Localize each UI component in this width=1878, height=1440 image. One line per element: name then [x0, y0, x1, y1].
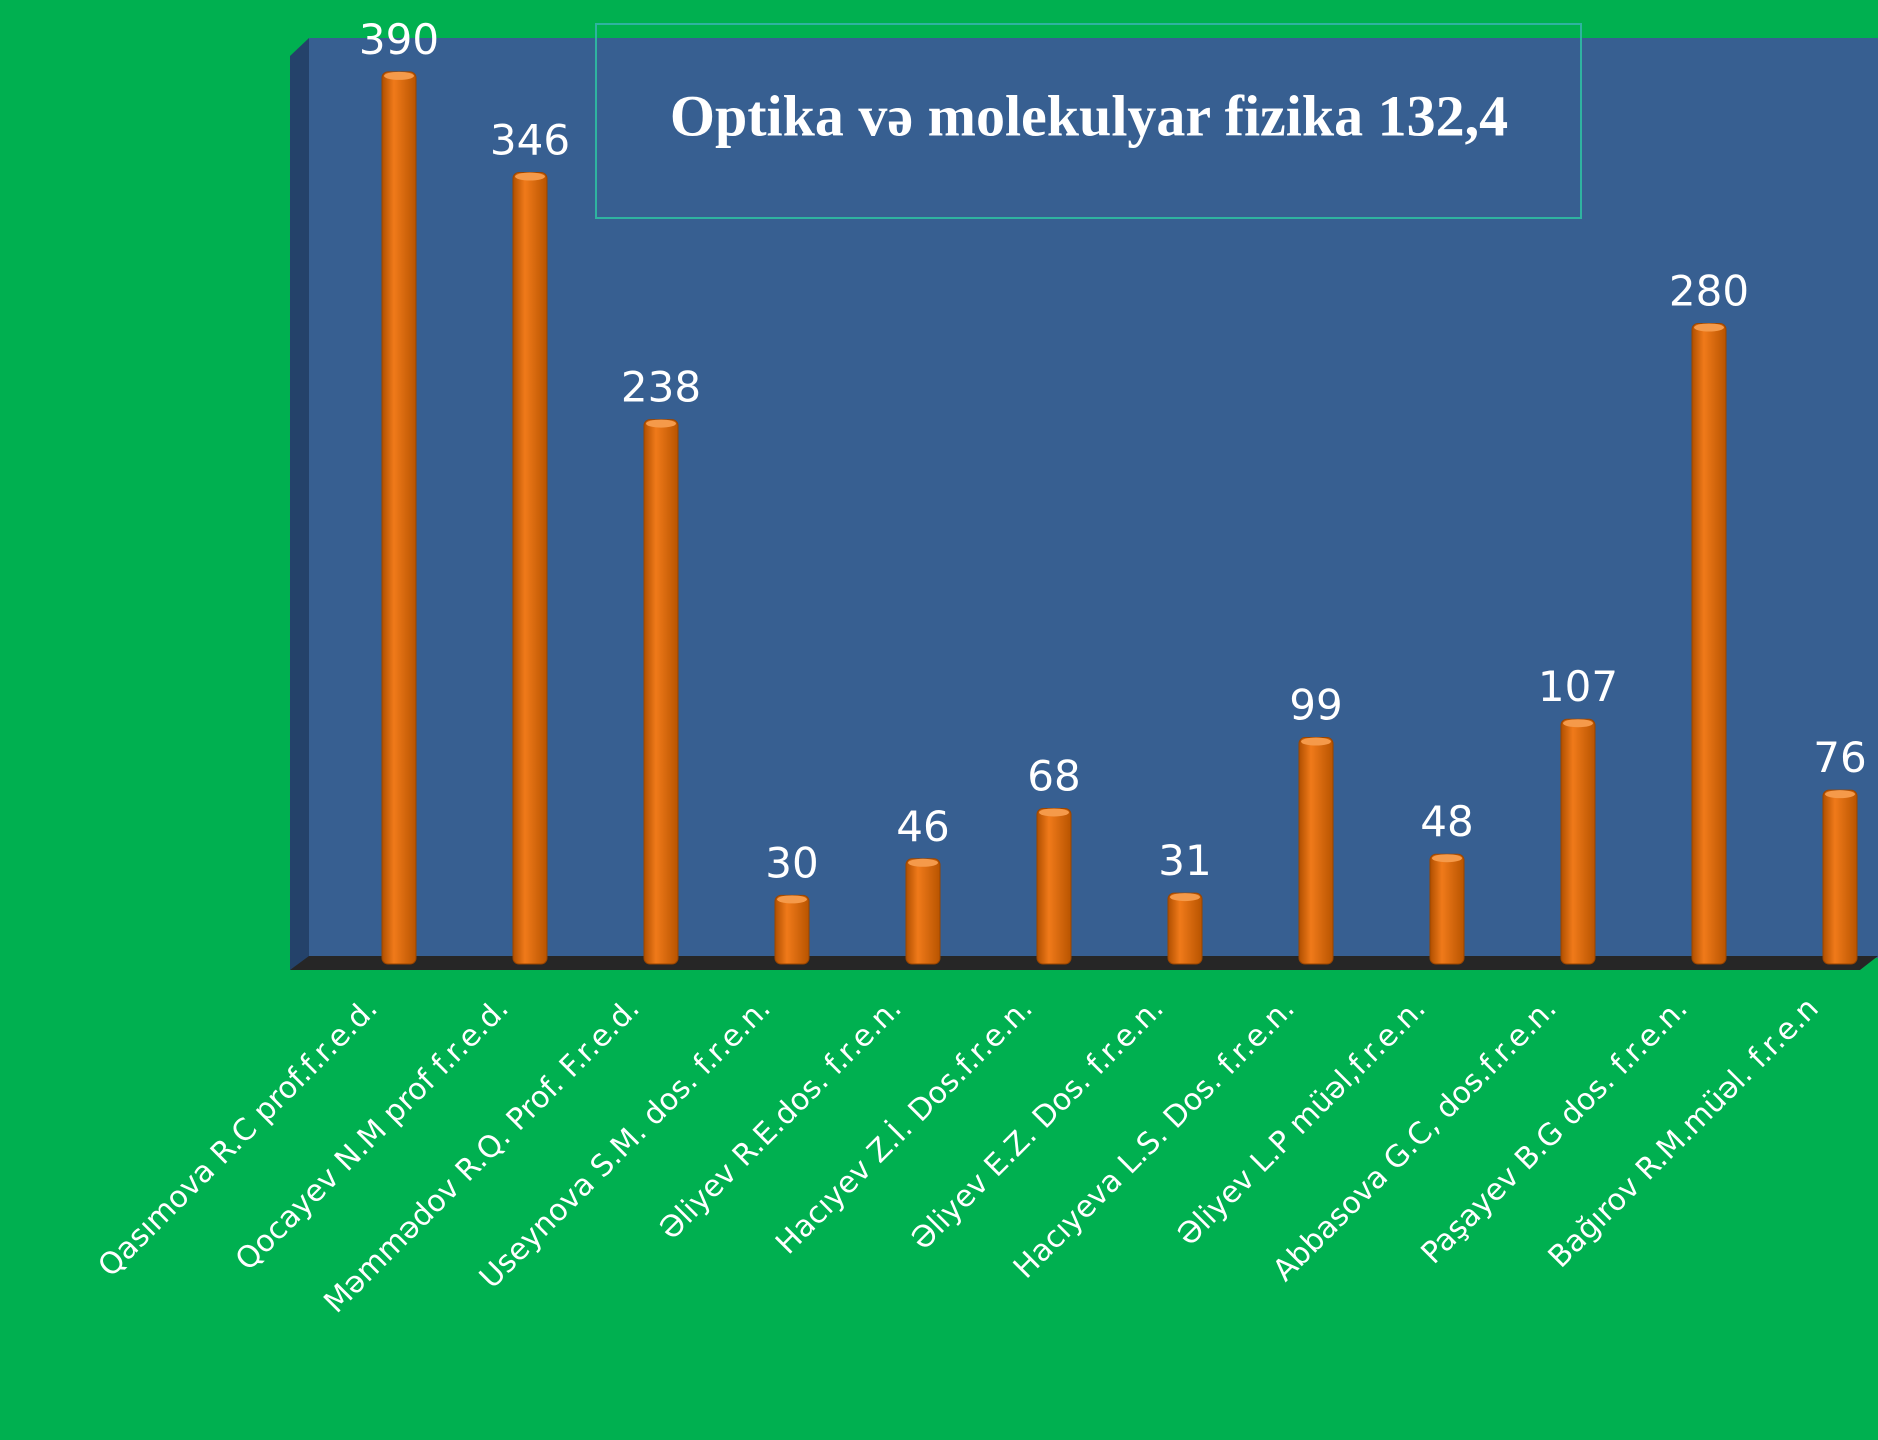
value-label: 346 [490, 116, 570, 165]
bar [1691, 323, 1727, 965]
value-label: 280 [1669, 267, 1749, 316]
value-label: 31 [1158, 836, 1211, 885]
bar [512, 172, 548, 965]
floor [290, 956, 1878, 970]
value-label: 99 [1289, 681, 1342, 730]
bar-top [384, 71, 414, 80]
bar [381, 71, 417, 965]
bar-top [1694, 323, 1724, 332]
value-label: 238 [621, 363, 701, 412]
value-label: 30 [765, 838, 818, 887]
value-label: 48 [1420, 797, 1473, 846]
value-label: 390 [359, 15, 439, 64]
bar-top [1301, 737, 1331, 746]
chart-title: Optika və molekulyar fizika 132,4 [670, 83, 1508, 148]
bar [1429, 853, 1465, 965]
bar-top [1563, 719, 1593, 728]
bar-top [777, 895, 807, 904]
value-label: 76 [1813, 733, 1866, 782]
bar-top [1825, 790, 1855, 799]
bar-top [1039, 808, 1069, 817]
bar [1822, 789, 1858, 965]
value-label: 68 [1027, 751, 1080, 800]
side-wall [290, 38, 309, 970]
bar [1036, 807, 1072, 965]
bar-top [908, 858, 938, 867]
bar-top [1170, 893, 1200, 902]
back-wall [309, 38, 1878, 958]
bar [774, 894, 810, 965]
title-box [595, 23, 1582, 219]
value-label: 46 [896, 802, 949, 851]
bar [1167, 892, 1203, 965]
value-label: 107 [1538, 662, 1618, 711]
bar [1560, 718, 1596, 965]
bar-top [646, 419, 676, 428]
bar-top [1432, 854, 1462, 863]
bar-top [515, 172, 545, 181]
bar [643, 419, 679, 965]
bar [905, 858, 941, 965]
bar [1298, 737, 1334, 965]
